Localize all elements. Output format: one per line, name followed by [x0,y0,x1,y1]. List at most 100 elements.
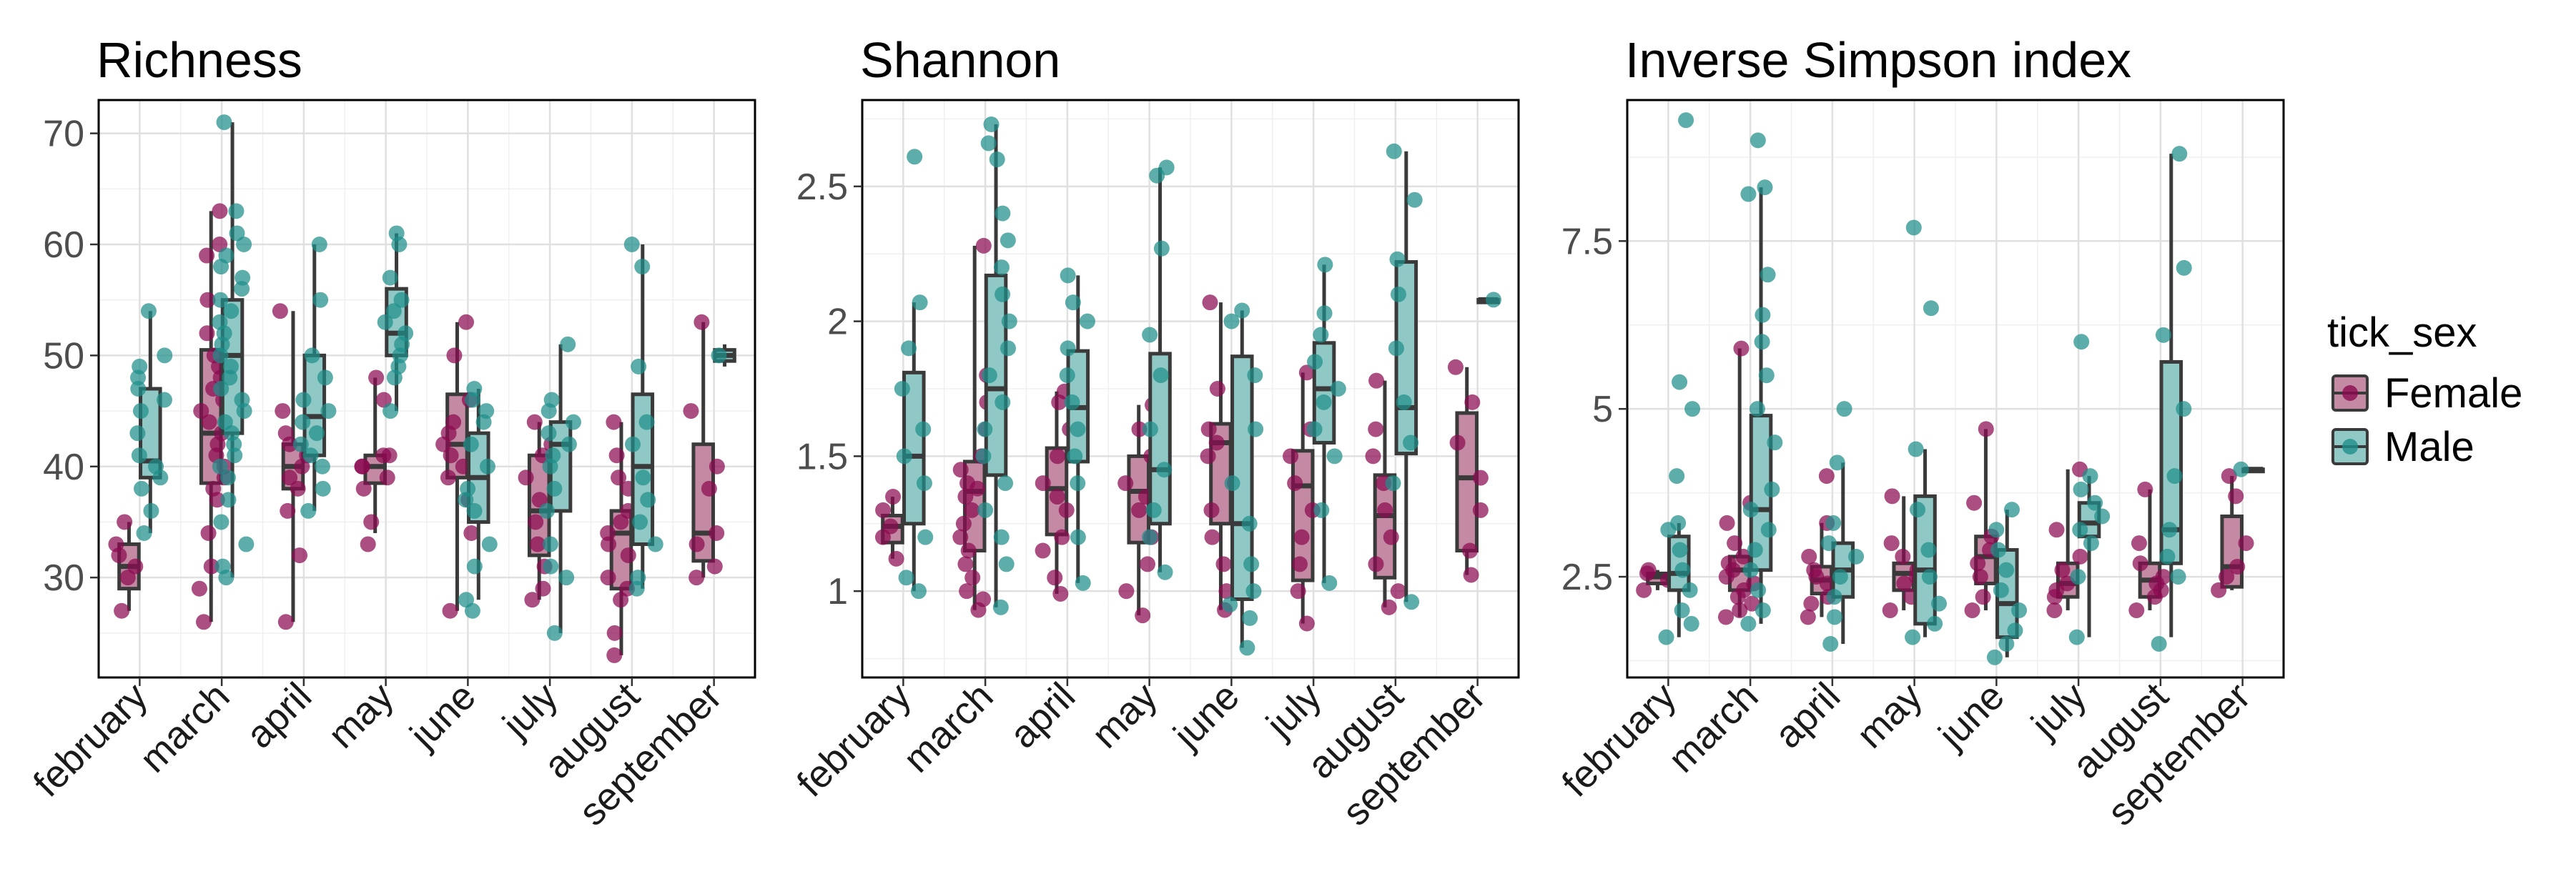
data-point [600,525,616,541]
data-point [1755,307,1771,323]
data-point [545,447,561,464]
data-point [1059,367,1075,384]
data-point [1463,567,1479,583]
data-point [1750,132,1766,149]
data-point [955,515,972,532]
data-point [917,529,934,545]
data-point [385,303,402,319]
y-tick-label: 2.5 [1561,557,1613,598]
data-point [466,381,483,397]
data-point [295,414,311,430]
data-point [916,475,932,492]
data-point [1921,569,1938,585]
data-point [541,425,557,442]
data-point [518,470,534,486]
data-point [133,480,149,497]
data-point [1832,569,1848,585]
data-point [624,436,641,452]
x-tick-label-february: february [1554,675,1684,805]
data-point [623,237,640,252]
data-point [2094,508,2111,525]
data-point [980,135,997,152]
data-point [393,292,410,308]
data-point [1684,401,1701,417]
data-point [1317,257,1333,273]
data-point [1998,636,2015,652]
legend-label-male: Male [2384,424,2474,470]
data-point [706,558,723,575]
legend-entry-female: Female [2331,370,2522,417]
data-point [136,525,152,541]
data-point [195,614,212,630]
data-point [214,558,231,575]
data-point [1383,529,1399,545]
data-point [611,470,627,486]
data-point [1117,475,1134,492]
data-point [217,414,233,430]
data-point [915,421,932,437]
data-point [1052,585,1069,602]
data-point [1070,475,1086,492]
data-point [1767,434,1783,451]
data-point [234,281,250,297]
x-tick-label-july: july [1257,675,1329,747]
data-point [212,292,229,308]
data-point [2151,636,2167,652]
data-point [1223,313,1240,329]
data-point [272,303,288,319]
data-point [1403,434,1419,451]
data-point [975,448,992,465]
panel-title: Richness [97,32,302,88]
data-point [440,470,456,486]
data-point [1047,570,1063,586]
data-point [2171,146,2188,162]
data-point [193,403,209,419]
data-point [1998,562,2015,578]
data-point [875,502,892,518]
data-point [601,536,617,552]
data-point [995,286,1011,302]
data-point [148,458,164,475]
data-point [280,502,296,519]
data-point [1905,219,1922,236]
data-point [1065,294,1081,311]
data-point [466,558,483,575]
data-point [1760,522,1777,538]
data-point [360,536,376,552]
data-point [1818,468,1835,485]
data-point [1472,470,1489,486]
data-point [1118,583,1135,600]
panel-title: Shannon [860,32,1060,88]
data-point [1283,448,1299,465]
data-point [114,602,130,619]
data-point [608,447,625,464]
data-point [709,458,725,475]
data-point [1403,594,1420,610]
y-tick-label: 2 [827,302,848,343]
data-point [2161,522,2178,538]
data-point [1740,615,1757,632]
data-point [1920,542,1937,558]
data-point [1760,267,1776,283]
data-point [1158,159,1175,176]
data-point [213,514,230,530]
data-point [199,325,215,342]
data-point [964,502,980,518]
data-point [1972,569,1988,585]
data-point [1070,529,1086,545]
data-point [1658,629,1674,645]
data-point [952,529,969,545]
data-point [964,570,981,586]
data-point [1234,302,1250,319]
data-point [1485,292,1501,308]
data-point [997,475,1014,492]
data-point [1215,556,1232,572]
data-point [388,225,405,242]
data-point [1142,327,1158,343]
data-point [640,492,656,508]
data-point [1993,582,2009,598]
data-point [1678,112,1694,129]
data-point [1923,300,1939,317]
data-point [1204,529,1220,545]
